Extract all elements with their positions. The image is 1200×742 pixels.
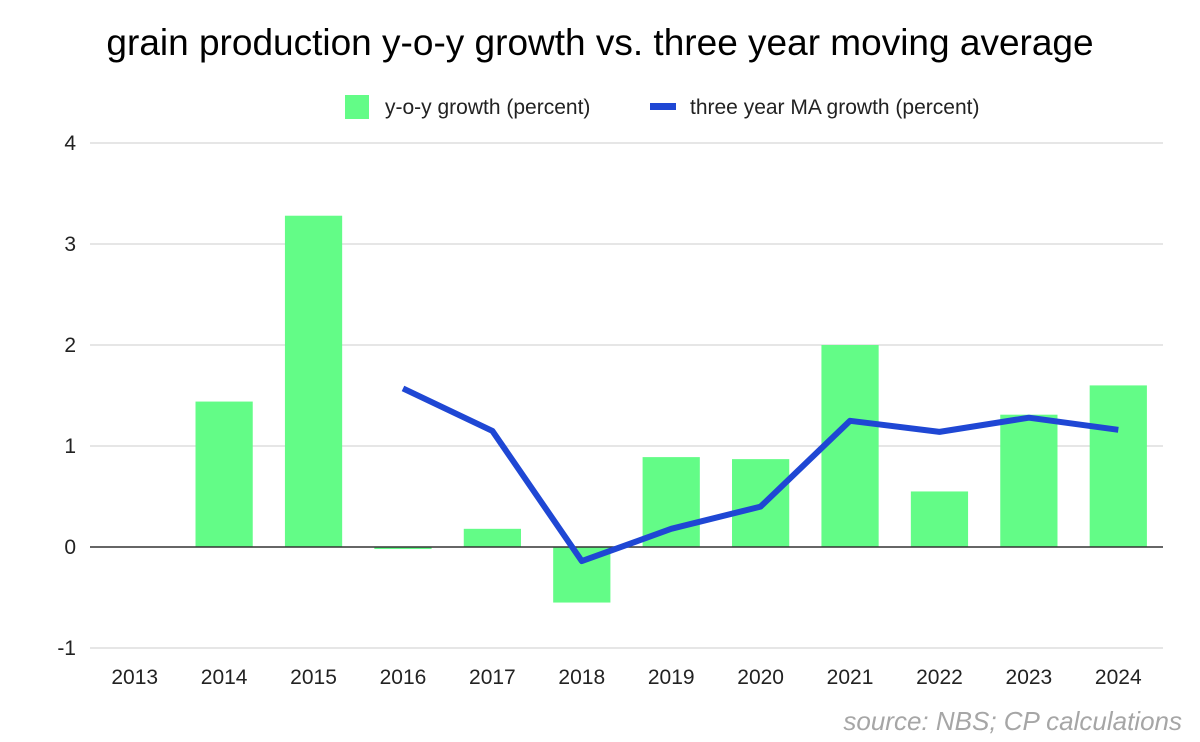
x-tick-label: 2024: [1095, 666, 1142, 689]
x-tick-label: 2016: [380, 666, 427, 689]
x-tick-label: 2018: [558, 666, 605, 689]
ma-line: [401, 385, 1119, 565]
legend-label-line: three year MA growth (percent): [690, 96, 979, 119]
x-tick-label: 2013: [111, 666, 158, 689]
legend-swatch-line: [650, 103, 676, 110]
y-axis-ticks: -1 0 1 2 3 4: [57, 132, 76, 660]
source-note: source: NBS; CP calculations: [843, 706, 1182, 736]
x-tick-label: 2021: [827, 666, 874, 689]
bar-2015: [284, 215, 343, 547]
legend-label-bar: y-o-y growth (percent): [385, 96, 590, 119]
bar-2017: [463, 528, 521, 547]
legend-swatch-bar: [345, 95, 369, 119]
y-tick-label: 3: [64, 233, 76, 256]
bar-series: [195, 215, 1147, 603]
bar-2014: [195, 401, 253, 547]
y-tick-label: 4: [64, 132, 76, 155]
chart-title: grain production y-o-y growth vs. three …: [106, 22, 1094, 63]
bar-2024: [1089, 385, 1147, 547]
gridlines: [90, 142, 1163, 649]
y-tick-label: 2: [64, 334, 76, 357]
x-tick-label: 2015: [290, 666, 337, 689]
x-axis-ticks: 2013 2014 2015 2016 2017 2018 2019 2020 2021 2022…: [111, 666, 1142, 689]
legend: y-o-y growth (percent) three year MA grow…: [345, 95, 979, 119]
y-tick-label: -1: [57, 637, 76, 660]
bar-2022: [910, 491, 969, 547]
x-tick-label: 2017: [469, 666, 516, 689]
x-tick-label: 2023: [1006, 666, 1053, 689]
bar-2019: [642, 457, 700, 547]
x-tick-label: 2019: [648, 666, 695, 689]
bar-2021: [821, 345, 879, 547]
y-tick-label: 0: [64, 536, 76, 559]
x-tick-label: 2014: [201, 666, 248, 689]
y-tick-label: 1: [64, 435, 76, 458]
x-tick-label: 2020: [737, 666, 784, 689]
x-tick-label: 2022: [916, 666, 963, 689]
line-series: [401, 385, 1119, 565]
bar-2016: [374, 547, 432, 550]
bar-2023: [1000, 414, 1058, 547]
